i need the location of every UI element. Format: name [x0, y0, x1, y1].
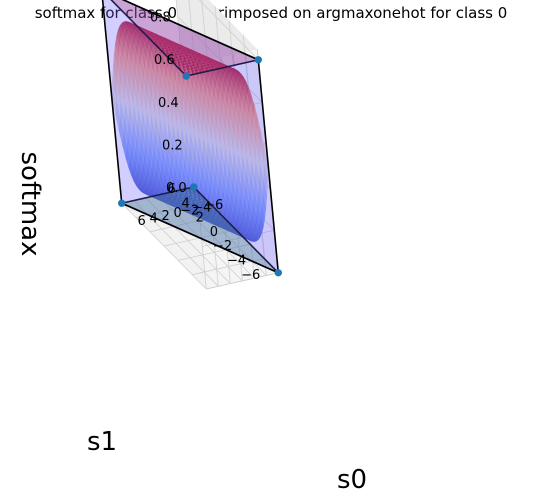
x-axis-label: s0: [337, 465, 367, 495]
corner-point: [190, 183, 198, 191]
z-tick-label: 0.6: [154, 53, 175, 68]
corner-point: [254, 56, 262, 64]
z-axis-label: softmax: [15, 152, 45, 257]
x-tick-label: −4: [192, 201, 211, 216]
y-tick-label: 6: [167, 182, 175, 197]
argmax-step-wall: [101, 0, 280, 275]
z-tick-label: 0.0: [166, 181, 187, 196]
z-tick-label: 0.8: [150, 11, 171, 26]
x-tick-label: 2: [162, 209, 170, 224]
x-tick-label: −6: [204, 198, 223, 213]
y-tick-label: −2: [213, 239, 232, 254]
x-tick-label: −2: [180, 203, 199, 218]
z-tick-label: 0.2: [162, 138, 183, 153]
y-tick-label: 2: [196, 211, 204, 226]
corner-point: [182, 72, 191, 80]
y-tick-label: −4: [227, 254, 246, 269]
gridline: [121, 202, 207, 290]
x-tick-label: 4: [150, 212, 158, 227]
gridline: [198, 0, 259, 61]
softmax-surface: [111, 21, 269, 242]
chart-title: softmax for class 0 superimposed on argm…: [35, 4, 508, 22]
corner-point: [274, 269, 282, 277]
x-tick-label: 6: [138, 214, 146, 229]
z-tick-label: 0.4: [158, 96, 179, 111]
corner-point: [118, 199, 126, 207]
argmax-overlay: [101, 0, 282, 277]
y-axis-label: s1: [87, 427, 117, 457]
x-tick-label: 0: [174, 206, 182, 221]
y-tick-label: 0: [210, 225, 218, 240]
y-tick-label: 4: [182, 196, 190, 211]
y-tick-label: −6: [241, 268, 260, 283]
